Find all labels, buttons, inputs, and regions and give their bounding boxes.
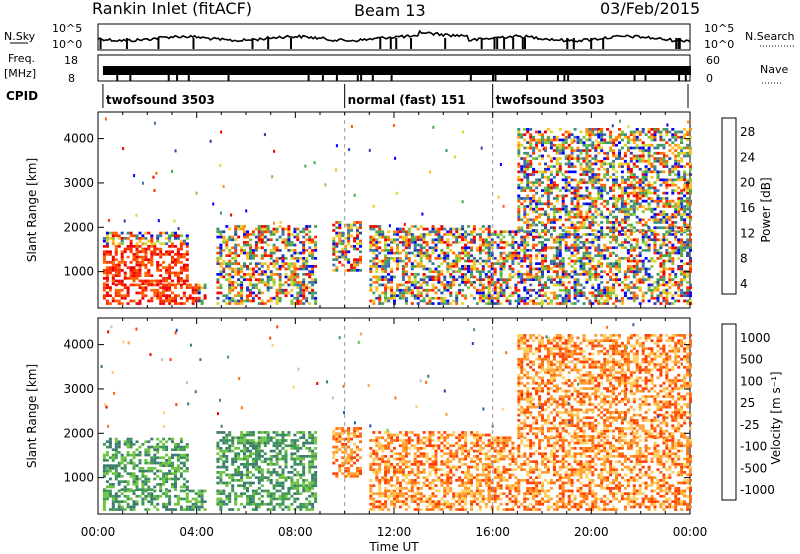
x-tick-label: 08:00 <box>278 525 313 539</box>
nsky-panel <box>97 23 691 51</box>
power-data <box>102 112 692 308</box>
colorbar-tick: 4 <box>740 277 748 291</box>
beam-title: Beam 13 <box>354 1 426 20</box>
colorbar-tick: -25 <box>740 418 760 432</box>
y-tick-label: 3000 <box>63 176 94 190</box>
station-title: Rankin Inlet (fitACF) <box>92 0 252 18</box>
x-tick-label: 00:00 <box>81 525 116 539</box>
power-axes: 1000 2000 3000 4000 <box>63 112 691 308</box>
colorbar-tick: 28 <box>740 125 755 139</box>
freq-label-2: [MHz] <box>4 67 36 80</box>
cpid-segment-label: twofsound 3503 <box>496 93 605 107</box>
x-tick-label: 12:00 <box>377 525 412 539</box>
date-title: 03/Feb/2015 <box>600 0 700 18</box>
velocity-ylabel: Slant Range [km] <box>25 364 39 468</box>
y-tick-label: 4000 <box>63 132 94 146</box>
freq-trace <box>102 66 691 81</box>
nave-tick-bottom: 0 <box>706 72 713 85</box>
y-tick-label: 2000 <box>63 426 94 440</box>
cpid-label: CPID <box>6 89 38 103</box>
colorbar-tick: 8 <box>740 252 748 266</box>
colorbar-tick: -1000 <box>740 483 775 497</box>
power-colorbar: 28 24 20 16 12 8 4 <box>721 117 755 295</box>
velocity-data <box>100 318 692 514</box>
colorbar-tick: 12 <box>740 226 755 240</box>
x-axis: 00:00 04:00 08:00 12:00 16:00 20:00 00:00 <box>81 525 708 539</box>
x-axis-label: Time UT <box>368 540 419 554</box>
colorbar-tick: 16 <box>740 201 755 215</box>
colorbar-tick: -500 <box>740 461 767 475</box>
cpid-segment-label: normal (fast) 151 <box>348 93 466 107</box>
colorbar-tick: 25 <box>740 396 755 410</box>
nsky-tick-top: 10^5 <box>52 22 82 35</box>
colorbar-tick: -100 <box>740 440 767 454</box>
freq-tick-top: 18 <box>64 54 78 67</box>
nsky-tick-bottom: 10^0 <box>52 38 82 51</box>
power-ylabel: Slant Range [km] <box>25 158 39 262</box>
x-tick-label: 04:00 <box>179 525 214 539</box>
y-tick-label: 1000 <box>63 471 94 485</box>
x-tick-label: 00:00 <box>673 525 708 539</box>
nave-tick-top: 60 <box>706 54 720 67</box>
nsky-label: N.Sky <box>4 30 36 43</box>
colorbar-tick: 20 <box>740 176 755 190</box>
y-tick-label: 1000 <box>63 265 94 279</box>
y-tick-label: 4000 <box>63 338 94 352</box>
y-tick-label: 2000 <box>63 220 94 234</box>
colorbar-tick: 500 <box>740 353 763 367</box>
x-tick-label: 16:00 <box>475 525 510 539</box>
x-tick-label: 20:00 <box>574 525 609 539</box>
freq-tick-bottom: 8 <box>68 72 75 85</box>
nsearch-tick-bottom: 10^0 <box>704 38 734 51</box>
freq-label-1: Freq. <box>8 52 35 65</box>
cpid-segment-label: twofsound 3503 <box>106 93 215 107</box>
nsky-trace <box>97 29 691 49</box>
power-colorbar-label: Power [dB] <box>759 177 773 242</box>
nsearch-label: N.Search <box>745 30 795 43</box>
colorbar-tick: 24 <box>740 150 755 164</box>
colorbar-tick: 100 <box>740 374 763 388</box>
velocity-axes: 1000 2000 3000 4000 <box>63 318 691 514</box>
cpid-row: twofsound 3503 normal (fast) 151 twofsound… <box>102 84 689 108</box>
velocity-colorbar-label: Velocity [m s⁻¹] <box>769 371 783 464</box>
nsearch-tick-top: 10^5 <box>704 22 734 35</box>
y-tick-label: 3000 <box>63 382 94 396</box>
nave-label: Nave <box>760 63 788 76</box>
colorbar-tick: 1000 <box>740 331 771 345</box>
velocity-colorbar: 1000 500 100 25 -25 -100 -500 -1000 <box>721 323 775 501</box>
